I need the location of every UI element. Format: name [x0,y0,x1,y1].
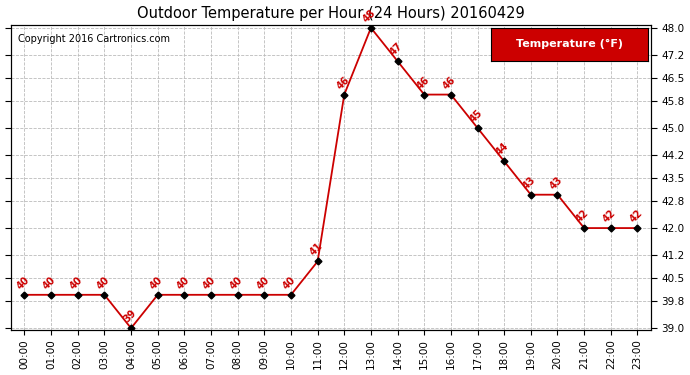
Text: 42: 42 [628,208,644,225]
Text: 42: 42 [601,208,618,225]
Text: 44: 44 [495,141,511,158]
Text: 47: 47 [388,41,404,58]
Text: 40: 40 [282,274,298,291]
Text: 46: 46 [415,74,431,91]
Text: 39: 39 [121,308,138,325]
Text: 40: 40 [228,274,244,291]
Text: 43: 43 [521,174,538,191]
Text: Copyright 2016 Cartronics.com: Copyright 2016 Cartronics.com [17,34,170,44]
Text: 46: 46 [335,74,351,91]
Text: 41: 41 [308,241,324,258]
Title: Outdoor Temperature per Hour (24 Hours) 20160429: Outdoor Temperature per Hour (24 Hours) … [137,6,525,21]
Text: 46: 46 [441,74,457,91]
Text: 40: 40 [255,274,271,291]
Text: 48: 48 [361,8,378,24]
Text: 40: 40 [201,274,218,291]
Text: 40: 40 [148,274,165,291]
Text: 45: 45 [468,108,484,124]
Text: 43: 43 [548,174,564,191]
Text: 40: 40 [175,274,191,291]
Text: 40: 40 [41,274,58,291]
Text: 40: 40 [95,274,111,291]
Text: 42: 42 [574,208,591,225]
Text: 40: 40 [14,274,31,291]
Text: 40: 40 [68,274,85,291]
